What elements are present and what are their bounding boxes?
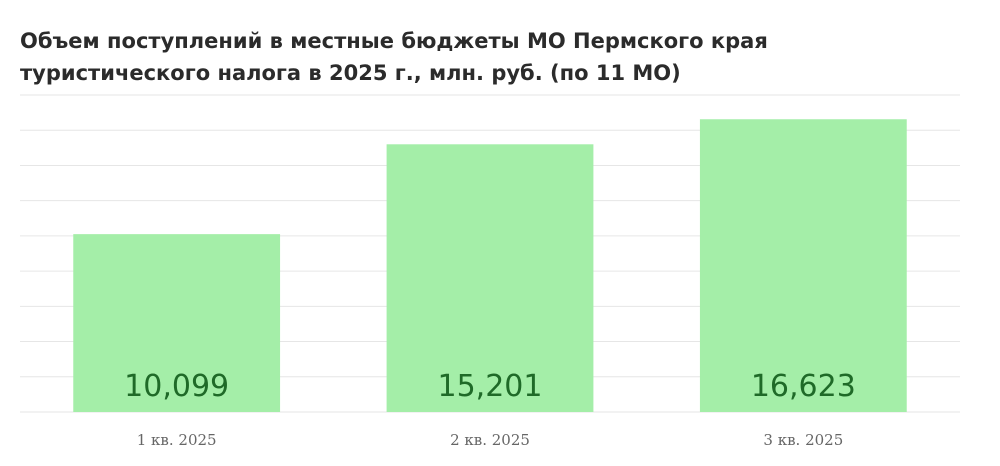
x-tick-label: 1 кв. 2025 (137, 431, 217, 449)
bar (699, 119, 907, 413)
value-label: 16,623 (751, 369, 856, 404)
chart-title: Объем поступлений в местные бюджеты МО П… (20, 29, 768, 53)
bar (386, 144, 594, 412)
x-tick-label: 3 кв. 2025 (763, 431, 843, 449)
bar (73, 234, 281, 412)
value-label: 10,099 (124, 369, 229, 404)
chart-title: туристического налога в 2025 г., млн. ру… (20, 61, 681, 85)
value-label: 15,201 (438, 369, 543, 404)
x-tick-label: 2 кв. 2025 (450, 431, 530, 449)
